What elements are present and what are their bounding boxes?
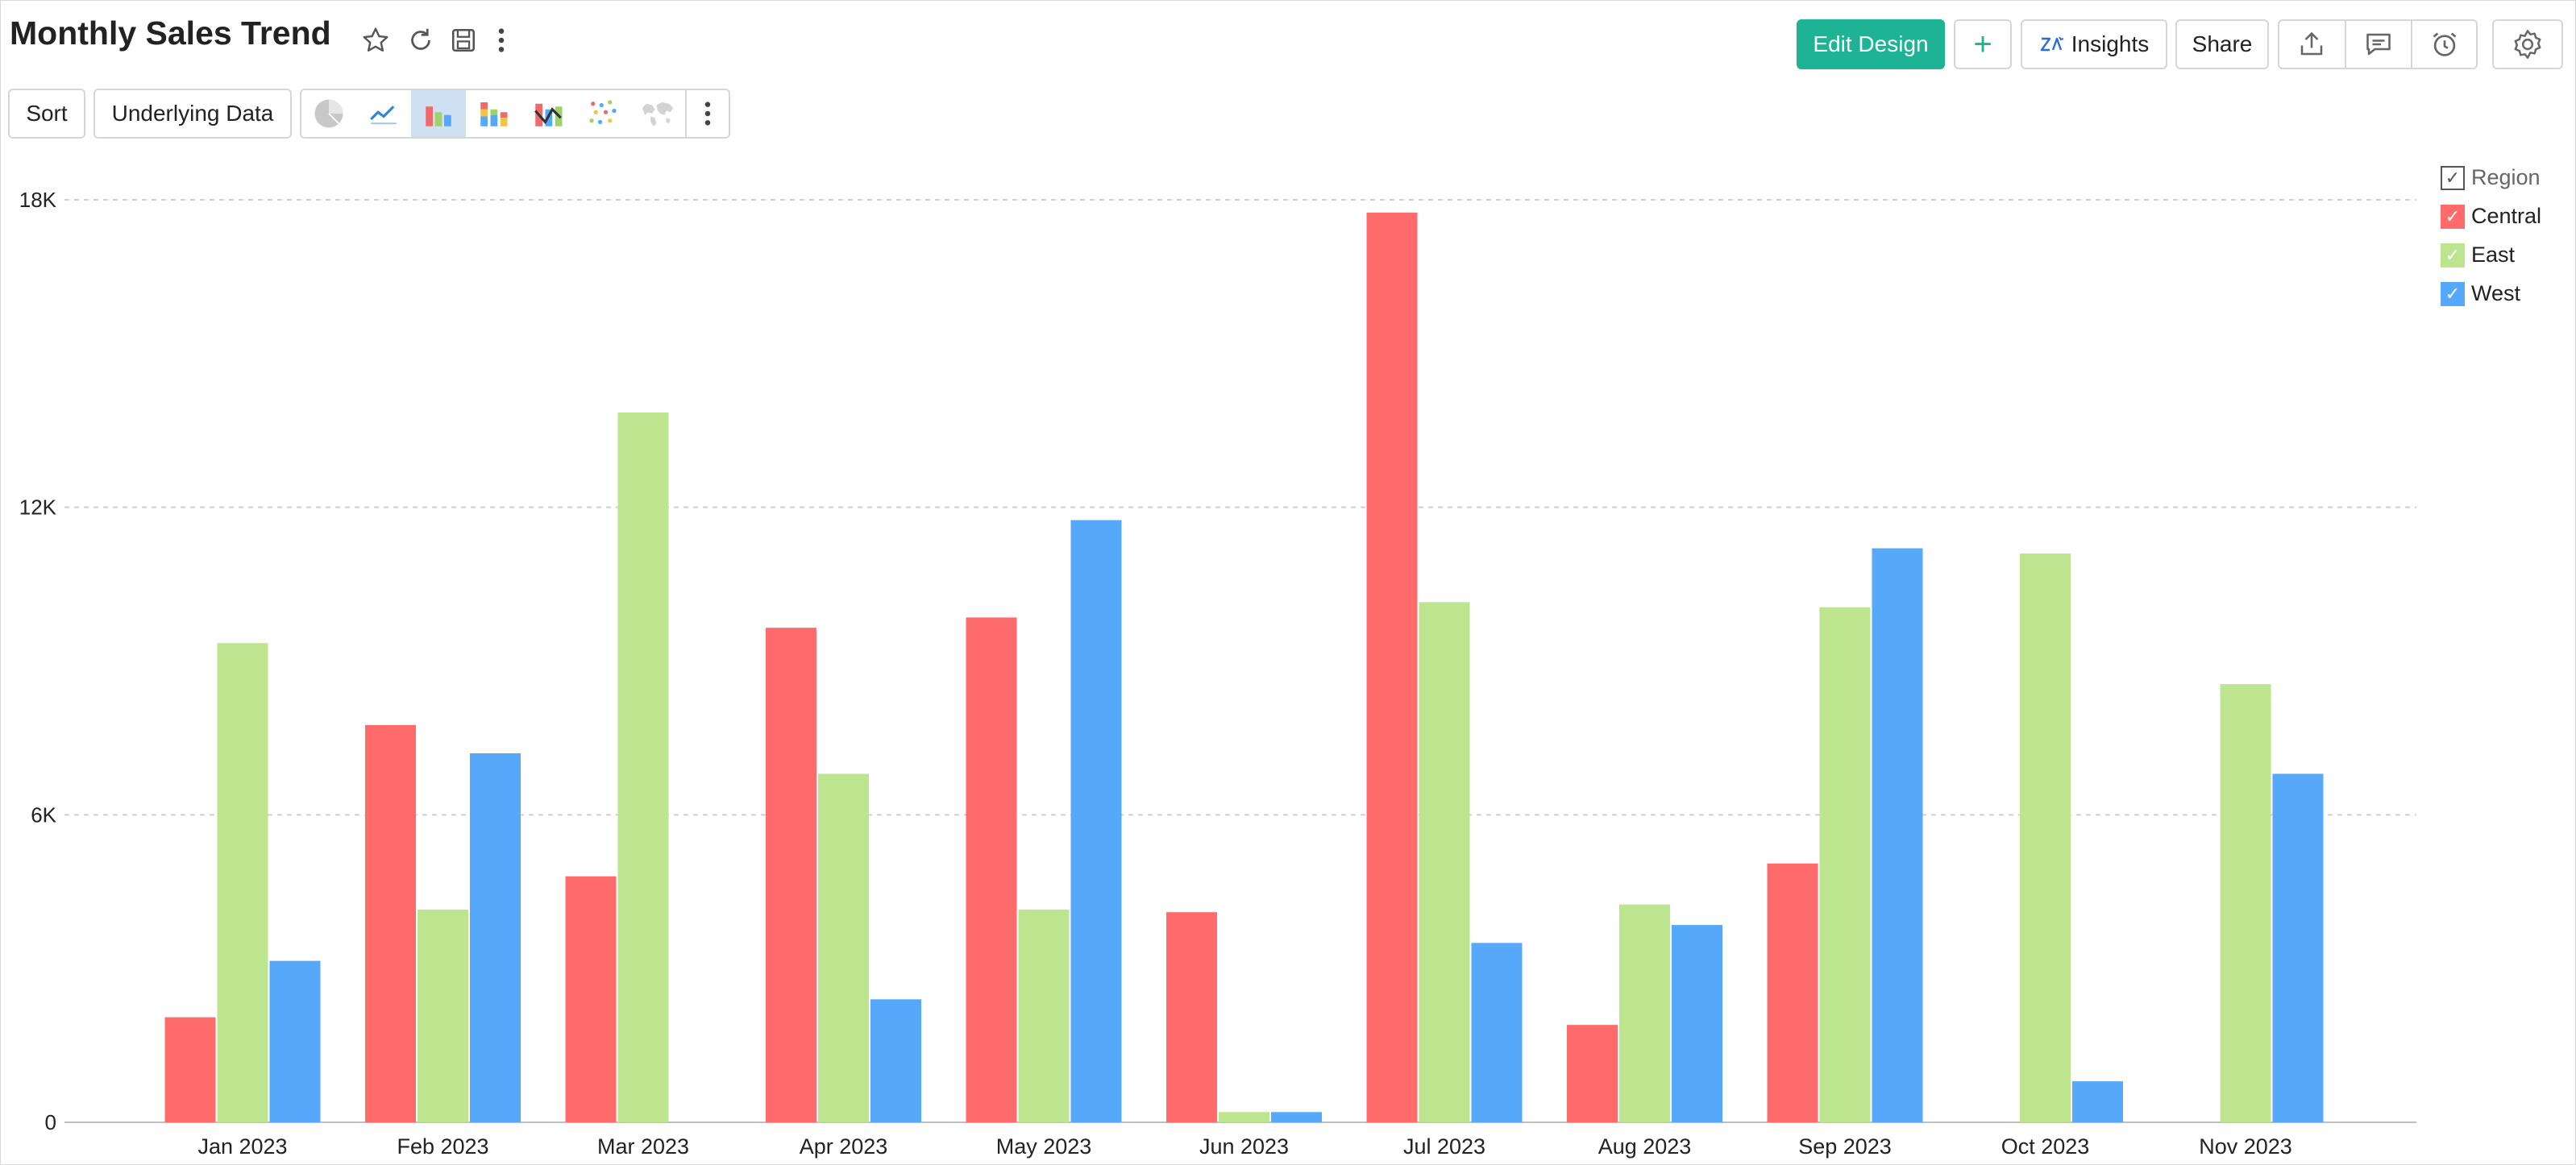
bar-west[interactable] — [269, 960, 321, 1122]
bar-central[interactable] — [1567, 1025, 1618, 1122]
legend-item-west[interactable]: ✓ West — [2441, 281, 2520, 306]
bar-east[interactable] — [217, 643, 268, 1122]
world-map-icon — [642, 102, 674, 126]
bar-central[interactable] — [1366, 212, 1418, 1122]
legend-item-east[interactable]: ✓ East — [2441, 243, 2515, 267]
stacked-bar-chart-icon — [480, 102, 508, 126]
bar-west[interactable] — [870, 999, 921, 1122]
insights-icon — [2040, 36, 2064, 52]
check-icon: ✓ — [2441, 204, 2465, 229]
more-vertical-icon[interactable] — [485, 24, 517, 56]
gear-icon — [2514, 30, 2541, 59]
legend-item-central[interactable]: ✓ Central — [2441, 204, 2541, 229]
comment-button[interactable] — [2344, 21, 2412, 68]
action-button-group — [2278, 19, 2478, 69]
schedule-button[interactable] — [2411, 21, 2476, 68]
x-tick-label: May 2023 — [996, 1134, 1092, 1159]
bar-west[interactable] — [1070, 520, 1122, 1122]
x-tick-label: Feb 2023 — [397, 1134, 488, 1159]
insights-label: Insights — [2071, 31, 2150, 56]
x-tick-label: Oct 2023 — [2001, 1134, 2090, 1159]
settings-button[interactable] — [2492, 19, 2563, 69]
bar-east[interactable] — [1419, 602, 1470, 1122]
bar-west[interactable] — [1872, 548, 1923, 1122]
export-icon — [2301, 31, 2323, 56]
legend-label: Central — [2471, 204, 2542, 228]
bar-west[interactable] — [2072, 1081, 2123, 1122]
x-tick-label: Apr 2023 — [800, 1134, 888, 1159]
legend-label: West — [2471, 281, 2521, 305]
bar-east[interactable] — [818, 773, 869, 1122]
bar-east[interactable] — [1619, 904, 1670, 1122]
map-chart-type-button[interactable] — [630, 90, 685, 137]
stacked-bar-chart-type-button[interactable] — [466, 90, 521, 137]
x-tick-label: Jan 2023 — [197, 1134, 287, 1159]
combo-chart-icon — [534, 103, 563, 126]
legend-header[interactable]: ✓ Region — [2441, 165, 2541, 190]
refresh-icon[interactable] — [405, 24, 437, 56]
bar-west[interactable] — [1672, 925, 1722, 1122]
bar-central[interactable] — [565, 876, 617, 1122]
edit-design-button[interactable]: Edit Design — [1797, 19, 1945, 69]
check-icon: ✓ — [2441, 281, 2465, 306]
bar-east[interactable] — [1018, 910, 1070, 1122]
page-title: Monthly Sales Trend — [10, 15, 331, 52]
check-icon: ✓ — [2441, 243, 2465, 267]
pie-chart-icon — [314, 99, 343, 128]
bar-chart-icon — [426, 106, 451, 126]
underlying-data-button[interactable]: Underlying Data — [93, 89, 292, 139]
insights-button[interactable]: Insights — [2021, 19, 2167, 69]
bar-east[interactable] — [418, 910, 468, 1122]
more-vertical-icon — [704, 102, 711, 126]
bar-east[interactable] — [2220, 684, 2271, 1122]
combo-chart-type-button[interactable] — [521, 90, 575, 137]
bar-central[interactable] — [1166, 912, 1217, 1122]
bar-west[interactable] — [2272, 773, 2324, 1122]
x-tick-label: Jun 2023 — [1199, 1134, 1289, 1159]
add-button[interactable]: + — [1954, 19, 2012, 69]
y-tick-label: 12K — [19, 495, 57, 520]
scatter-chart-type-button[interactable] — [575, 90, 630, 137]
star-icon[interactable] — [359, 24, 392, 56]
y-tick-label: 0 — [45, 1110, 56, 1134]
legend-label: East — [2471, 243, 2516, 267]
x-tick-label: Aug 2023 — [1598, 1134, 1692, 1159]
bar-west[interactable] — [470, 753, 521, 1122]
y-tick-label: 18K — [19, 188, 57, 212]
y-tick-label: 6K — [31, 802, 56, 827]
comment-icon — [2366, 33, 2391, 56]
bar-east[interactable] — [2020, 553, 2071, 1122]
bar-east[interactable] — [617, 412, 669, 1123]
line-chart-type-button[interactable] — [356, 90, 411, 137]
bar-central[interactable] — [1767, 863, 1818, 1122]
bar-central[interactable] — [966, 617, 1017, 1122]
check-icon: ✓ — [2441, 165, 2465, 190]
export-button[interactable] — [2279, 21, 2345, 68]
chart-type-more-button[interactable] — [685, 90, 729, 137]
bar-west[interactable] — [1471, 943, 1523, 1122]
legend-title: Region — [2471, 165, 2541, 189]
bar-chart-type-button[interactable] — [411, 90, 466, 137]
x-tick-label: Jul 2023 — [1403, 1134, 1485, 1159]
bar-central[interactable] — [365, 725, 416, 1122]
x-tick-label: Nov 2023 — [2199, 1134, 2292, 1159]
bar-east[interactable] — [1219, 1112, 1269, 1122]
sort-button[interactable]: Sort — [8, 89, 85, 139]
share-button[interactable]: Share — [2175, 19, 2269, 69]
bar-central[interactable] — [766, 628, 816, 1122]
bar-west[interactable] — [1271, 1112, 1322, 1122]
x-tick-label: Sep 2023 — [1798, 1134, 1892, 1159]
pie-chart-type-button[interactable] — [301, 90, 356, 137]
chart-type-selector — [300, 89, 730, 139]
scatter-chart-icon — [589, 100, 617, 125]
alarm-clock-icon — [2433, 32, 2456, 56]
line-chart-icon — [370, 106, 397, 125]
x-tick-label: Mar 2023 — [597, 1134, 689, 1159]
save-icon[interactable] — [447, 24, 480, 56]
bar-central[interactable] — [164, 1017, 216, 1122]
bar-east[interactable] — [1819, 607, 1871, 1122]
